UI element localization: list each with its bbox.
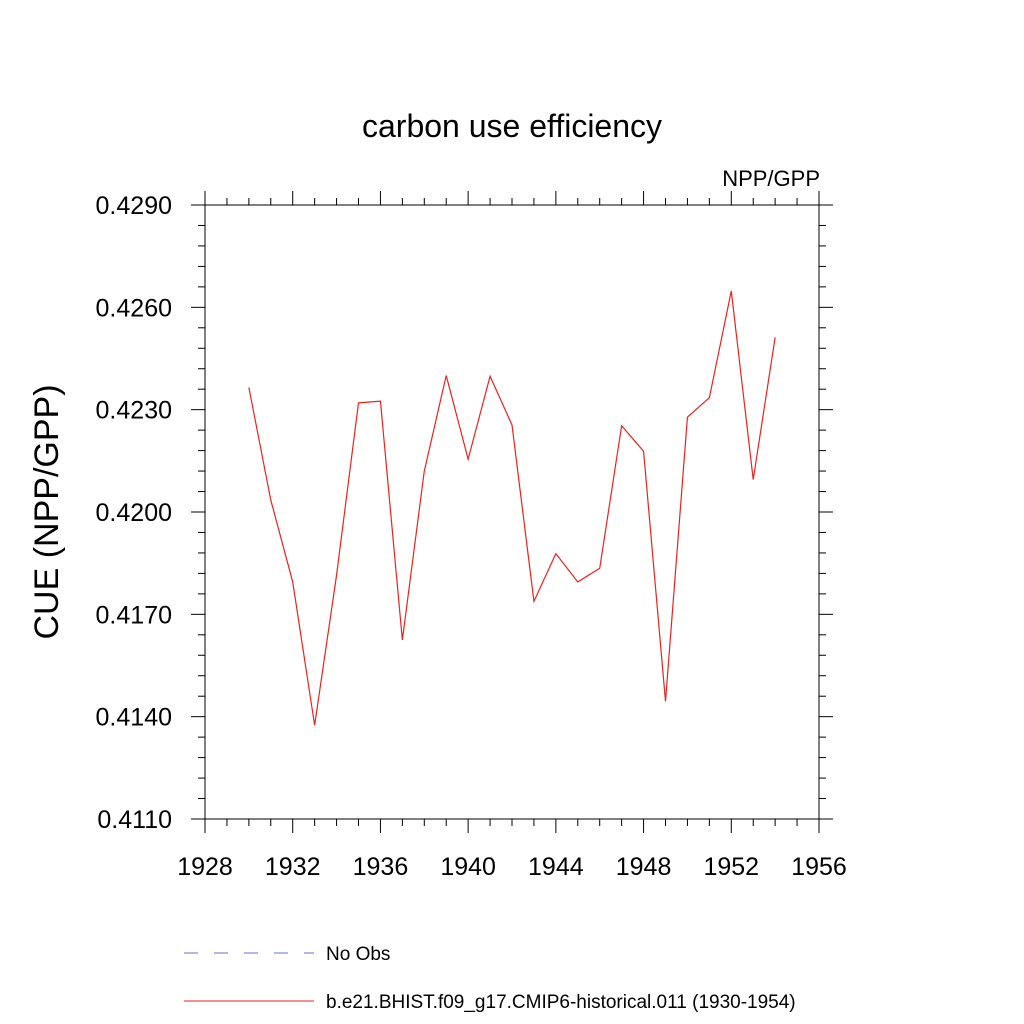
legend-label: No Obs — [326, 944, 390, 965]
axis-ticks — [191, 191, 833, 833]
legend: No Obs b.e21.BHIST.f09_g17.CMIP6-historic… — [184, 944, 796, 1013]
y-tick-label: 0.4200 — [96, 499, 172, 527]
y-tick-label: 0.4230 — [96, 397, 172, 425]
chart-title: carbon use efficiency — [362, 108, 662, 144]
y-tick-label: 0.4110 — [97, 806, 172, 834]
series-line — [248, 290, 776, 726]
y-tick-label: 0.4140 — [96, 704, 172, 732]
y-tick-label: 0.4290 — [96, 192, 172, 220]
series-group — [248, 290, 776, 726]
legend-label: b.e21.BHIST.f09_g17.CMIP6-historical.011… — [326, 992, 796, 1013]
x-tick-label: 1948 — [616, 853, 672, 881]
axis-tick-labels: 1928 1932 1936 1940 1944 1948 1952 1956 0.4110 0.… — [96, 192, 847, 881]
y-tick-label: 0.4170 — [96, 601, 172, 629]
plot-frame — [204, 204, 820, 820]
y-tick-label: 0.4260 — [96, 294, 172, 322]
x-tick-label: 1944 — [528, 853, 584, 881]
y-axis-label: CUE (NPP/GPP) — [28, 384, 66, 639]
chart-subtitle: NPP/GPP — [722, 166, 820, 191]
x-tick-label: 1932 — [265, 853, 321, 881]
x-tick-label: 1940 — [440, 853, 496, 881]
x-tick-label: 1928 — [177, 853, 233, 881]
x-tick-label: 1936 — [353, 853, 409, 881]
x-tick-label: 1956 — [791, 853, 847, 881]
x-tick-label: 1952 — [703, 853, 759, 881]
